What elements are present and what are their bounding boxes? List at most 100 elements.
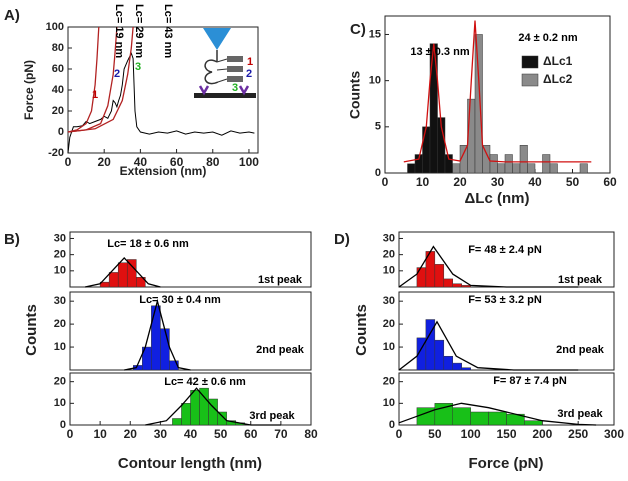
y-tick-label: 10 [54, 341, 66, 353]
x-axis-label: Extension (nm) [120, 164, 207, 178]
histogram-bar [497, 163, 506, 174]
panel-label: C) [350, 21, 366, 38]
y-tick-label: 30 [383, 295, 395, 307]
data-line [67, 26, 118, 133]
annotation: 3 [232, 82, 238, 94]
annotation: Lc= 18 ± 0.6 nm [107, 238, 189, 250]
data-line [67, 26, 134, 133]
histogram-bar [452, 283, 462, 288]
x-tick-label: 0 [382, 175, 389, 189]
histogram-bar [443, 278, 453, 288]
plot-frame [69, 231, 312, 288]
annotation: Lc= 29 nm [133, 4, 145, 58]
histogram-bar [519, 145, 528, 174]
histogram-bar [181, 403, 191, 426]
y-tick-label: 0 [375, 167, 381, 179]
x-tick-label: 40 [134, 155, 148, 169]
histogram-bar [470, 411, 489, 426]
histogram-bar [444, 154, 453, 174]
legend-swatch [521, 55, 539, 69]
x-tick-label: 40 [184, 427, 198, 441]
y-tick-label: 20 [383, 318, 395, 330]
histogram-bar [172, 418, 182, 426]
x-tick-label: 20 [124, 427, 138, 441]
x-tick-label: 300 [604, 427, 624, 441]
x-tick-label: 250 [568, 427, 588, 441]
y-tick-label: 20 [54, 318, 66, 330]
histogram-bar [579, 163, 588, 174]
annotation: Lc= 30 ± 0.4 nm [139, 294, 221, 306]
annotation: 13 ± 0.3 nm [410, 46, 469, 58]
y-tick-label: 30 [383, 232, 395, 244]
y-tick-label: 10 [369, 75, 381, 87]
y-tick-label: -20 [48, 147, 64, 159]
x-tick-label: 60 [603, 175, 617, 189]
legend-swatch [521, 73, 539, 87]
fit-curve [403, 20, 592, 163]
histogram-bar [151, 305, 161, 371]
y-tick-label: 0 [389, 419, 395, 431]
y-tick-label: 0 [60, 419, 66, 431]
x-tick-label: 0 [396, 427, 403, 441]
annotation: 3 [135, 61, 141, 73]
x-tick-label: 60 [170, 155, 184, 169]
annotation: 1st peak [258, 274, 303, 286]
annotation: Lc= 19 nm [113, 4, 125, 58]
y-tick-label: 10 [54, 265, 66, 277]
y-tick-label: 10 [54, 397, 66, 409]
x-tick-label: 50 [428, 427, 442, 441]
x-tick-label: 30 [154, 427, 168, 441]
legend-label: ΔLc2 [543, 72, 573, 86]
histogram-bar [504, 154, 513, 174]
inset-cartoon [194, 28, 256, 98]
y-tick-label: 10 [383, 265, 395, 277]
y-axis-label: Force (pN) [22, 60, 36, 120]
annotation: Lc= 42 ± 0.6 nm [164, 376, 246, 388]
histogram-bar [217, 411, 227, 426]
histogram-bar [169, 360, 179, 371]
histogram-bar [542, 154, 551, 174]
histogram-bar [434, 264, 445, 288]
histogram-bar [452, 407, 471, 426]
panel-label: D) [334, 231, 350, 248]
x-tick-label: 70 [274, 427, 288, 441]
annotation: 24 ± 0.2 nm [518, 32, 577, 44]
fit-curve [124, 298, 191, 371]
y-axis-label: Counts [347, 71, 363, 119]
annotation: F= 48 ± 2.4 pN [468, 244, 542, 256]
y-tick-label: 20 [54, 376, 66, 388]
histogram-bar [416, 267, 427, 288]
y-tick-label: 40 [52, 84, 64, 96]
histogram-bar [461, 285, 471, 288]
histogram-bar [474, 34, 483, 174]
y-axis-label: Counts [353, 304, 370, 356]
x-tick-label: 60 [244, 427, 258, 441]
histogram-bar [443, 355, 453, 371]
annotation: Lc= 43 nm [162, 4, 174, 58]
histogram-bar [407, 163, 416, 174]
histogram-bar [434, 339, 445, 371]
x-tick-label: 80 [304, 427, 318, 441]
annotation: F= 53 ± 3.2 pN [468, 294, 542, 306]
x-tick-label: 10 [416, 175, 430, 189]
x-tick-label: 150 [496, 427, 516, 441]
y-tick-label: 20 [54, 249, 66, 261]
histogram-bar [488, 411, 507, 426]
histogram-bar [524, 420, 543, 426]
x-axis-label: Force (pN) [469, 455, 544, 472]
legend-label: ΔLc1 [543, 54, 573, 68]
annotation: 1 [247, 56, 253, 68]
fit-curve [398, 245, 579, 288]
x-tick-label: 20 [453, 175, 467, 189]
y-tick-label: 30 [54, 295, 66, 307]
x-tick-label: 40 [528, 175, 542, 189]
x-tick-label: 20 [98, 155, 112, 169]
x-tick-label: 200 [532, 427, 552, 441]
x-tick-label: 50 [566, 175, 580, 189]
data-line [67, 26, 100, 133]
x-tick-label: 50 [214, 427, 228, 441]
y-tick-label: 5 [375, 121, 381, 133]
y-axis-label: Counts [23, 304, 40, 356]
fit-curve [84, 256, 161, 288]
annotation: 3rd peak [557, 408, 603, 420]
